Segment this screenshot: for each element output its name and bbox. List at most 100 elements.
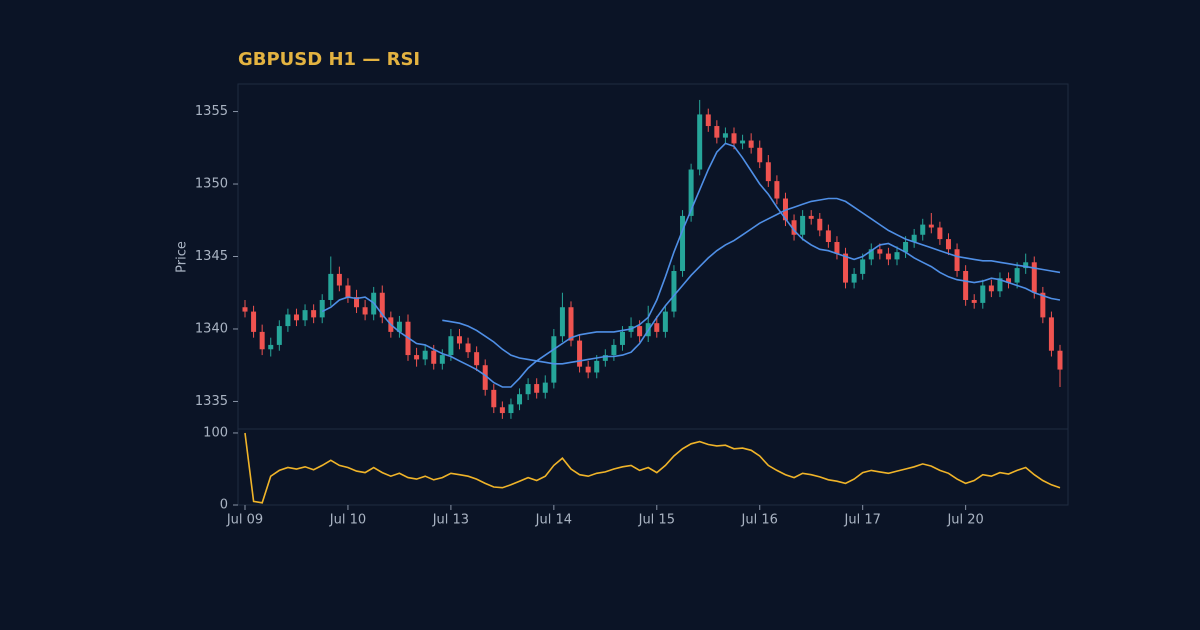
x-tick-label: Jul 14 — [535, 513, 572, 528]
candle-body — [748, 140, 754, 148]
candle-body — [705, 114, 711, 127]
candle-body — [508, 404, 514, 414]
candle-body — [551, 336, 557, 383]
candle-body — [825, 230, 831, 243]
x-tick-label: Jul 13 — [432, 513, 469, 528]
y-tick-label: 1345 — [195, 249, 228, 264]
candle-body — [860, 259, 866, 274]
candle-body — [731, 133, 737, 144]
candle-body — [1014, 268, 1020, 283]
candle-body — [268, 344, 274, 350]
x-tick-label: Jul 09 — [226, 513, 263, 528]
candle-body — [740, 140, 746, 144]
candle-body — [602, 355, 608, 361]
candle-body — [954, 249, 960, 271]
y-tick-label: 100 — [203, 425, 228, 440]
candle-body — [534, 384, 540, 393]
candle-body — [559, 307, 565, 337]
candle-body — [517, 394, 523, 405]
y-tick-label: 1335 — [195, 394, 228, 409]
candle-body — [251, 311, 257, 332]
candle-body — [765, 162, 771, 182]
candle-body — [843, 253, 849, 283]
y-tick-label: 1355 — [195, 104, 228, 119]
candle-body — [757, 147, 763, 163]
candle-body — [637, 326, 643, 337]
candle-body — [594, 360, 600, 373]
candle-body — [431, 350, 437, 364]
y-tick-label: 0 — [220, 498, 228, 513]
candle-body — [697, 114, 703, 170]
candle-body — [671, 270, 677, 312]
candle-body — [714, 126, 720, 138]
candle-body — [851, 273, 857, 283]
candle-body — [774, 181, 780, 199]
candle-body — [1023, 262, 1029, 269]
candle-body — [980, 285, 986, 303]
x-tick-label: Jul 17 — [844, 513, 881, 528]
candle-body — [328, 273, 334, 300]
candle-body — [362, 307, 368, 315]
candle-body — [654, 323, 660, 332]
candle-body — [293, 314, 299, 321]
candle-body — [396, 321, 402, 332]
candle-body — [319, 299, 325, 318]
candle-body — [1057, 350, 1063, 370]
chart-title: GBPUSD H1 — RSI — [238, 49, 420, 70]
candle-body — [928, 224, 934, 228]
candle-body — [354, 297, 360, 308]
line — [321, 142, 1061, 388]
candle-body — [800, 215, 806, 235]
candle-body — [722, 133, 728, 138]
candle-body — [937, 227, 943, 240]
x-tick-label: Jul 10 — [329, 513, 366, 528]
candle-body — [585, 366, 591, 373]
candle-body — [1006, 278, 1012, 283]
candle-body — [662, 311, 668, 332]
candle-body — [894, 252, 900, 260]
candle-body — [491, 389, 497, 408]
candle-body — [379, 292, 385, 318]
y-tick-label: 1340 — [195, 321, 228, 336]
candle-body — [448, 336, 454, 356]
candle-body — [302, 310, 308, 321]
y-axis-label: Price — [175, 241, 190, 273]
candle-body — [345, 285, 351, 298]
candle-body — [1031, 262, 1037, 293]
candle-body — [988, 285, 994, 292]
candle-body — [474, 352, 480, 366]
candle-body — [542, 382, 548, 393]
candle-body — [336, 273, 342, 286]
candle-body — [963, 270, 969, 300]
candle-body — [911, 234, 917, 243]
candle-body — [311, 310, 317, 318]
rsi-panel — [237, 428, 1069, 506]
line — [244, 432, 1061, 504]
candle-body — [285, 314, 291, 327]
candle-body — [885, 253, 891, 260]
x-tick-label: Jul 16 — [741, 513, 778, 528]
candle-body — [920, 224, 926, 235]
candle-body — [903, 242, 909, 253]
candle-body — [568, 307, 574, 341]
candle-body — [1048, 317, 1054, 351]
candle-body — [868, 249, 874, 260]
candle-body — [945, 239, 951, 250]
line — [442, 197, 1061, 365]
candle-body — [465, 343, 471, 353]
candle-body — [577, 340, 583, 367]
candle-body — [499, 407, 505, 414]
x-tick-label: Jul 20 — [946, 513, 983, 528]
candle-body — [997, 278, 1003, 292]
candle-body — [439, 355, 445, 364]
candle-body — [525, 384, 531, 395]
x-tick-label: Jul 15 — [638, 513, 675, 528]
candle-body — [456, 336, 462, 344]
candle-body — [680, 215, 686, 271]
candle-body — [1040, 292, 1046, 318]
candle-body — [834, 242, 840, 254]
candle-body — [971, 299, 977, 303]
